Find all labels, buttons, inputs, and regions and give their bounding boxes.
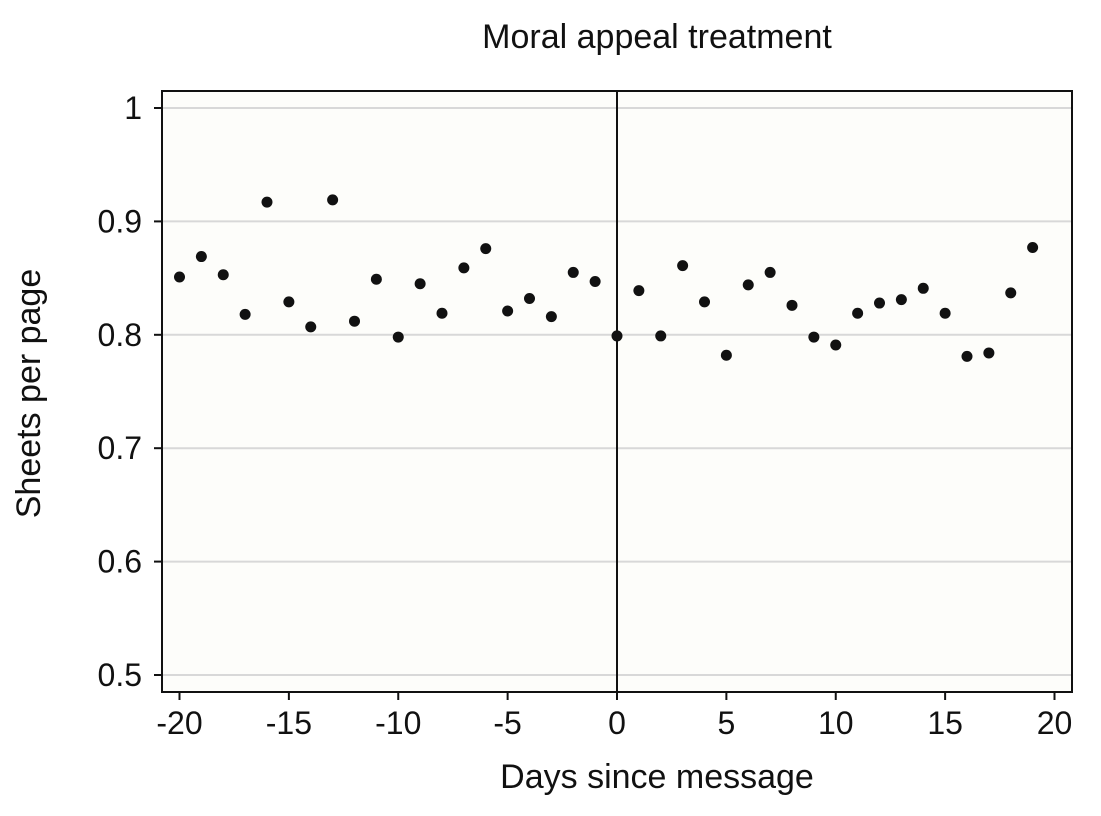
y-tick-label: 0.6 xyxy=(98,544,142,580)
data-point xyxy=(742,279,754,291)
data-point xyxy=(895,294,907,306)
data-point xyxy=(1027,241,1039,253)
data-point xyxy=(436,307,448,319)
x-tick-label: 5 xyxy=(717,705,735,741)
data-point xyxy=(655,330,667,342)
x-tick-label: -15 xyxy=(266,705,312,741)
data-point xyxy=(786,299,798,311)
data-point xyxy=(458,262,470,274)
data-point xyxy=(327,194,339,206)
data-point xyxy=(370,273,382,285)
y-axis-label: Sheets per page xyxy=(10,269,48,519)
data-point xyxy=(261,196,273,208)
axis-ticks: 0.5 0.6 0.7 0.8 0.9 1 -20 -15 -10 -5 0 5 10 15 20 xyxy=(98,90,1073,741)
data-point xyxy=(305,321,317,333)
data-point xyxy=(699,296,710,308)
data-point xyxy=(874,297,885,309)
data-point xyxy=(524,293,535,305)
data-point xyxy=(764,266,776,278)
x-tick-label: -20 xyxy=(156,705,202,741)
data-point xyxy=(217,269,229,281)
data-point xyxy=(239,308,251,320)
data-point xyxy=(808,331,820,343)
data-point xyxy=(283,296,295,308)
y-tick-label: 0.5 xyxy=(98,657,142,693)
data-point xyxy=(392,331,404,343)
data-point xyxy=(589,276,601,288)
data-point xyxy=(1005,287,1017,299)
data-point xyxy=(633,285,645,297)
data-point xyxy=(677,260,689,272)
y-tick-label: 0.8 xyxy=(98,317,142,353)
data-point xyxy=(961,350,973,362)
data-point xyxy=(195,251,207,263)
data-point xyxy=(611,330,623,342)
x-tick-label: 15 xyxy=(927,705,963,741)
data-point xyxy=(414,278,426,290)
data-point xyxy=(502,305,514,317)
chart-title: Moral appeal treatment xyxy=(482,18,832,56)
data-point xyxy=(174,271,185,283)
y-tick-label: 1 xyxy=(124,90,142,126)
y-tick-label: 0.7 xyxy=(98,430,142,466)
data-point xyxy=(349,315,360,327)
data-point xyxy=(983,347,995,359)
data-point xyxy=(830,339,842,351)
x-tick-label: 20 xyxy=(1037,705,1073,741)
data-points xyxy=(174,194,1039,362)
data-point xyxy=(480,243,492,255)
data-point xyxy=(720,349,732,361)
x-tick-label: 0 xyxy=(608,705,626,741)
x-axis-label: Days since message xyxy=(500,758,814,796)
data-point xyxy=(852,307,864,319)
x-tick-label: -5 xyxy=(493,705,521,741)
data-point xyxy=(545,311,557,323)
data-point xyxy=(567,266,579,278)
x-tick-label: -10 xyxy=(375,705,421,741)
y-tick-label: 0.9 xyxy=(98,203,142,239)
data-point xyxy=(939,307,951,319)
x-tick-label: 10 xyxy=(818,705,854,741)
data-point xyxy=(917,282,929,294)
